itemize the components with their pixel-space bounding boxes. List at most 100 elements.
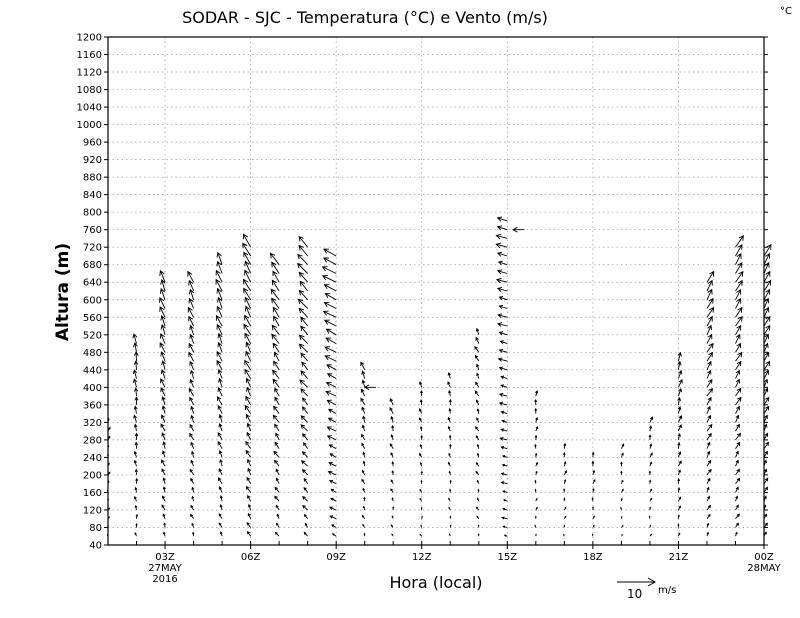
wind-vector bbox=[475, 470, 480, 476]
wind-vector bbox=[303, 513, 309, 519]
wind-vector bbox=[245, 395, 251, 406]
wind-vector bbox=[219, 494, 223, 502]
x-tick-label: 12Z bbox=[412, 552, 432, 563]
wind-vector bbox=[620, 452, 624, 458]
wind-vector bbox=[189, 324, 195, 335]
wind-vector bbox=[502, 455, 508, 458]
wind-vector bbox=[245, 350, 252, 362]
wind-vector bbox=[476, 372, 480, 379]
wind-vector bbox=[763, 351, 770, 362]
wind-vector bbox=[534, 488, 537, 493]
wind-vector bbox=[495, 233, 508, 240]
wind-vector bbox=[763, 315, 771, 327]
wind-vector bbox=[361, 406, 366, 414]
wind-vector bbox=[300, 325, 309, 336]
wind-vector bbox=[187, 306, 194, 318]
wind-vector bbox=[563, 442, 567, 449]
wind-vector bbox=[735, 414, 740, 423]
wind-vector bbox=[447, 416, 451, 423]
wind-vector bbox=[620, 497, 623, 502]
wind-vector bbox=[677, 442, 681, 449]
wind-vector bbox=[247, 467, 252, 476]
wind-vector bbox=[301, 451, 309, 458]
wind-vector bbox=[362, 523, 366, 528]
wind-vector bbox=[161, 459, 166, 467]
y-tick-label: 440 bbox=[83, 365, 102, 376]
wind-vector bbox=[449, 524, 452, 528]
wind-vector bbox=[476, 497, 480, 502]
wind-vector bbox=[763, 441, 770, 449]
wind-vector bbox=[326, 364, 337, 371]
wind-vector bbox=[326, 399, 337, 406]
x-tick-label: 18Z bbox=[583, 552, 603, 563]
wind-vector bbox=[475, 327, 480, 335]
wind-vector bbox=[390, 415, 394, 423]
wind-vector bbox=[390, 524, 394, 528]
wind-vector bbox=[706, 279, 713, 292]
reference-vector-head bbox=[647, 577, 657, 587]
wind-vector bbox=[189, 378, 195, 388]
wind-vector bbox=[706, 477, 711, 484]
wind-vector bbox=[245, 485, 251, 493]
wind-vector bbox=[677, 405, 682, 414]
wind-vector bbox=[159, 288, 166, 300]
wind-vector bbox=[706, 423, 713, 432]
wind-vector bbox=[274, 441, 280, 449]
wind-vector bbox=[476, 363, 480, 370]
wind-vector bbox=[217, 332, 223, 344]
wind-vector bbox=[191, 495, 195, 502]
wind-vector bbox=[448, 434, 452, 440]
wind-vector bbox=[499, 340, 508, 345]
wind-vector bbox=[328, 444, 337, 450]
wind-vector bbox=[476, 515, 480, 519]
wind-vector bbox=[419, 497, 423, 502]
x-tick-label: 06Z bbox=[241, 552, 261, 563]
wind-vector-isolated bbox=[512, 226, 525, 233]
wind-vector bbox=[763, 333, 769, 344]
wind-vector bbox=[271, 261, 280, 274]
wind-vector bbox=[678, 460, 682, 467]
wind-vector bbox=[300, 316, 309, 327]
wind-vector bbox=[421, 515, 423, 519]
wind-vector bbox=[390, 479, 394, 484]
wind-vector bbox=[496, 269, 508, 275]
wind-vector bbox=[274, 531, 280, 537]
wind-vector bbox=[535, 461, 539, 467]
wind-vector bbox=[190, 459, 195, 467]
wind-vector bbox=[735, 459, 739, 467]
wind-vector bbox=[418, 417, 423, 423]
wind-vector bbox=[245, 440, 251, 449]
wind-vector bbox=[735, 360, 742, 371]
wind-vector bbox=[303, 477, 309, 484]
wind-vector bbox=[133, 450, 138, 458]
y-tick-label: 80 bbox=[89, 523, 102, 534]
y-tick-label: 480 bbox=[83, 348, 102, 359]
wind-vector bbox=[497, 313, 508, 319]
wind-vector bbox=[298, 235, 309, 248]
wind-vector bbox=[161, 468, 166, 476]
wind-vector bbox=[535, 389, 539, 397]
x-axis-label: Hora (local) bbox=[389, 573, 482, 592]
wind-vector bbox=[735, 387, 742, 397]
wind-vector bbox=[326, 426, 337, 432]
wind-vector bbox=[677, 360, 682, 370]
wind-vector bbox=[420, 524, 423, 528]
wind-vector bbox=[301, 469, 309, 476]
wind-vector bbox=[298, 271, 309, 283]
wind-vector bbox=[500, 472, 508, 476]
wind-vector bbox=[162, 495, 166, 502]
wind-vector bbox=[163, 522, 166, 528]
wind-vector bbox=[297, 262, 309, 274]
wind-vector bbox=[706, 396, 712, 406]
wind-vector bbox=[216, 395, 223, 406]
wind-vector bbox=[419, 488, 423, 493]
wind-vector bbox=[244, 314, 251, 327]
wind-vector bbox=[706, 378, 713, 388]
wind-vector bbox=[477, 524, 480, 528]
wind-vector bbox=[448, 497, 451, 502]
wind-vector bbox=[160, 279, 166, 292]
wind-vector bbox=[447, 425, 451, 432]
y-tick-label: 360 bbox=[83, 400, 102, 411]
wind-vector bbox=[563, 524, 566, 528]
